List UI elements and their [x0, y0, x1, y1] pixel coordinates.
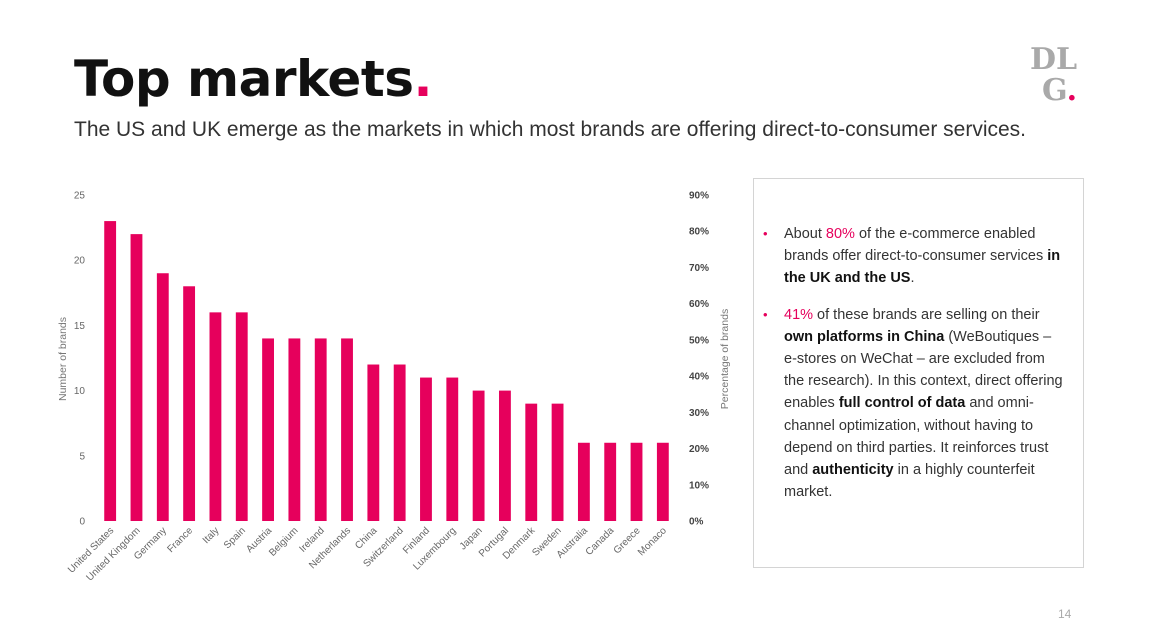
bar	[393, 364, 406, 521]
bar	[604, 442, 617, 521]
x-tick-label: Italy	[201, 525, 222, 546]
insight-item: • 41% of these brands are selling on thei…	[763, 304, 1067, 504]
y2-tick-label: 10%	[689, 480, 709, 491]
page-number: 14	[1058, 607, 1072, 621]
bar	[499, 390, 511, 521]
dlg-logo: DL G.	[1030, 44, 1090, 106]
y2-tick-label: 70%	[689, 263, 709, 274]
logo-line-1: DL	[1030, 42, 1078, 77]
bar	[104, 221, 117, 521]
bar	[156, 273, 169, 521]
emphasis-text: full control of data	[838, 395, 966, 412]
bar	[235, 312, 248, 521]
x-tick-label: France	[165, 525, 195, 555]
bullet-icon: •	[763, 226, 768, 241]
y-tick-label: 0	[79, 517, 85, 528]
body-text: of these brands are selling on their	[813, 306, 1040, 323]
body-text: of the e-commerce enabled brands offer d…	[784, 226, 1048, 265]
x-tick-label: Monaco	[636, 525, 669, 558]
y2-tick-label: 0%	[689, 517, 704, 528]
y2-tick-label: 80%	[689, 227, 709, 238]
bar	[446, 377, 459, 521]
insights-list: • About 80% of the e-commerce enabled bra…	[754, 179, 1083, 503]
y2-tick-label: 90%	[689, 191, 709, 202]
bar	[656, 442, 669, 521]
emphasis-text: authenticity	[812, 462, 894, 479]
insight-item: • About 80% of the e-commerce enabled bra…	[763, 223, 1067, 290]
x-tick-label: Canada	[584, 525, 617, 558]
bar	[314, 338, 327, 521]
bar-series	[104, 221, 669, 521]
y-tick-label: 5	[79, 451, 85, 462]
y-tick-label: 15	[74, 321, 86, 332]
y2-tick-label: 60%	[689, 299, 709, 310]
body-text: About	[784, 226, 826, 242]
logo-line-2: G.	[1030, 75, 1090, 106]
x-tick-label: Belgium	[267, 525, 300, 558]
bar	[130, 234, 143, 521]
y-axis-left: 0 5 10 15 20 25	[74, 191, 86, 528]
body-text: (WeBoutiques – e-stores on WeChat – are …	[784, 328, 1063, 412]
page-title: Top markets.	[74, 50, 432, 108]
bar	[367, 364, 380, 521]
title-text: Top markets	[74, 50, 414, 108]
highlight-figure: 80%	[825, 226, 855, 242]
y-tick-label: 20	[74, 256, 86, 267]
y2-tick-label: 20%	[689, 444, 709, 455]
insights-callout: • About 80% of the e-commerce enabled bra…	[753, 178, 1084, 568]
bar	[183, 286, 196, 521]
bullet-icon: •	[763, 306, 768, 322]
title-dot: .	[413, 50, 433, 108]
y-tick-label: 25	[74, 191, 86, 202]
bar	[551, 403, 564, 521]
body-text: in a highly counterfeit market.	[784, 462, 1035, 501]
y2-axis-label: Percentage of brands	[719, 309, 731, 409]
y2-tick-label: 40%	[689, 372, 709, 383]
bar	[472, 390, 485, 521]
bar	[209, 312, 222, 521]
body-text: .	[910, 270, 915, 287]
y-axis-label: Number of brands	[57, 317, 69, 401]
bar	[288, 338, 301, 521]
logo-letter-g: G	[1042, 73, 1067, 108]
page-subtitle: The US and UK emerge as the markets in w…	[74, 118, 1027, 141]
y2-tick-label: 50%	[689, 335, 709, 346]
bar	[630, 442, 643, 521]
y-axis-right: 0% 10% 20% 30% 40% 50% 60% 70% 80% 90%	[689, 191, 709, 528]
y-tick-label: 10	[74, 386, 86, 397]
logo-dot: .	[1066, 73, 1078, 108]
bar-chart: 0 5 10 15 20 25 0% 10% 20% 30% 40% 50% 60% 70% 80% 90%…	[57, 191, 731, 584]
y2-tick-label: 30%	[689, 408, 709, 419]
body-text: and omni-channel optimization, without h…	[784, 395, 1049, 479]
emphasis-text: in the UK and the US	[784, 248, 1061, 287]
emphasis-text: own platforms in China	[784, 328, 945, 345]
bar	[577, 442, 590, 521]
bar	[262, 338, 274, 521]
bar	[525, 403, 538, 521]
bar	[420, 377, 432, 521]
bar	[341, 338, 353, 521]
highlight-figure: 41%	[784, 306, 814, 323]
